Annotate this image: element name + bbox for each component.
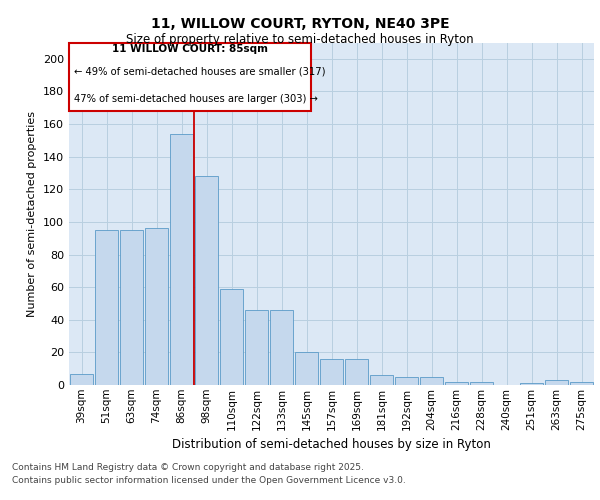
Bar bbox=[195, 176, 218, 385]
Text: Contains HM Land Registry data © Crown copyright and database right 2025.: Contains HM Land Registry data © Crown c… bbox=[12, 462, 364, 471]
Bar bbox=[295, 352, 318, 385]
Text: 11, WILLOW COURT, RYTON, NE40 3PE: 11, WILLOW COURT, RYTON, NE40 3PE bbox=[151, 18, 449, 32]
Bar bbox=[170, 134, 193, 385]
Bar bbox=[220, 289, 243, 385]
Bar bbox=[570, 382, 593, 385]
Bar bbox=[145, 228, 168, 385]
Bar bbox=[245, 310, 268, 385]
Bar bbox=[320, 359, 343, 385]
X-axis label: Distribution of semi-detached houses by size in Ryton: Distribution of semi-detached houses by … bbox=[172, 438, 491, 451]
Text: Size of property relative to semi-detached houses in Ryton: Size of property relative to semi-detach… bbox=[126, 32, 474, 46]
Bar bbox=[120, 230, 143, 385]
Bar bbox=[420, 377, 443, 385]
Text: 47% of semi-detached houses are larger (303) →: 47% of semi-detached houses are larger (… bbox=[74, 94, 318, 104]
FancyBboxPatch shape bbox=[69, 42, 311, 111]
Bar bbox=[70, 374, 93, 385]
Bar bbox=[345, 359, 368, 385]
Bar bbox=[370, 375, 393, 385]
Bar bbox=[270, 310, 293, 385]
Bar bbox=[445, 382, 468, 385]
Y-axis label: Number of semi-detached properties: Number of semi-detached properties bbox=[28, 111, 37, 317]
Text: 11 WILLOW COURT: 85sqm: 11 WILLOW COURT: 85sqm bbox=[112, 44, 268, 54]
Bar bbox=[95, 230, 118, 385]
Bar bbox=[470, 382, 493, 385]
Bar bbox=[545, 380, 568, 385]
Text: ← 49% of semi-detached houses are smaller (317): ← 49% of semi-detached houses are smalle… bbox=[74, 66, 326, 76]
Text: Contains public sector information licensed under the Open Government Licence v3: Contains public sector information licen… bbox=[12, 476, 406, 485]
Bar bbox=[395, 377, 418, 385]
Bar bbox=[520, 384, 543, 385]
